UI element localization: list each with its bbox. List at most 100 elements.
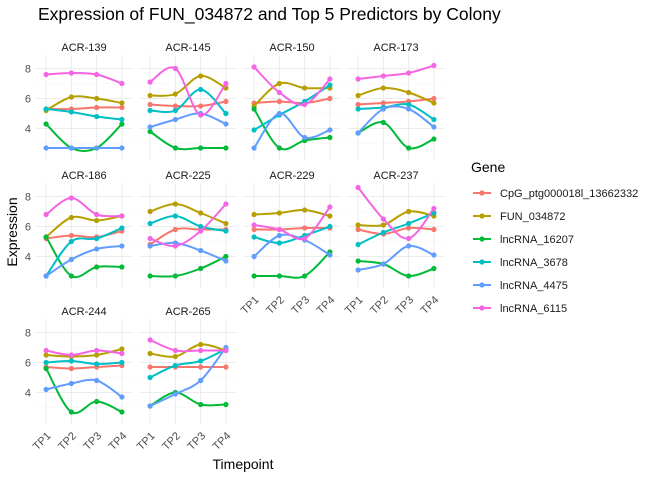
- data-point: [380, 100, 386, 106]
- data-point: [327, 76, 333, 82]
- series-line-cpg_ptg000018l_13662332: [46, 364, 122, 370]
- data-point: [406, 225, 412, 231]
- data-point: [302, 207, 308, 213]
- data-point: [198, 401, 204, 408]
- data-point: [119, 350, 125, 357]
- data-point: [276, 210, 282, 216]
- data-point: [406, 89, 412, 96]
- legend-label: lncRNA_6115: [500, 303, 567, 315]
- data-point: [327, 134, 333, 141]
- series-line-lncrna_6115: [357, 64, 435, 80]
- data-point: [327, 223, 333, 230]
- data-point: [43, 234, 49, 240]
- data-point: [431, 252, 437, 258]
- data-point: [302, 225, 308, 231]
- data-point: [380, 85, 386, 91]
- data-point: [198, 228, 204, 234]
- series-line-lncrna_6115: [46, 71, 123, 85]
- data-point: [355, 76, 361, 82]
- data-point: [223, 110, 229, 117]
- data-point: [43, 347, 49, 354]
- data-point: [198, 145, 204, 151]
- data-point: [147, 79, 153, 85]
- data-point: [147, 337, 153, 343]
- data-point: [119, 100, 125, 106]
- data-point: [327, 95, 333, 102]
- data-point: [68, 238, 74, 245]
- data-point: [172, 213, 178, 219]
- data-point: [251, 211, 257, 218]
- data-point: [251, 253, 257, 260]
- data-point: [94, 217, 100, 224]
- data-point: [43, 106, 49, 112]
- data-point: [276, 232, 282, 239]
- series-line-lncrna_4475: [357, 244, 435, 271]
- data-point: [94, 211, 100, 218]
- data-point: [172, 391, 178, 397]
- data-point: [94, 235, 100, 242]
- x-tick-label: TP1: [239, 294, 262, 317]
- data-point: [172, 65, 178, 72]
- data-point: [276, 80, 282, 87]
- series-line-fun_034872: [150, 74, 227, 97]
- legend-key-point: [479, 190, 485, 196]
- data-point: [68, 195, 74, 201]
- x-tick-label: TP2: [160, 430, 183, 453]
- y-tick-label: 6: [25, 94, 31, 106]
- data-point: [380, 216, 386, 222]
- data-point: [147, 364, 153, 370]
- data-point: [119, 213, 125, 219]
- data-point: [223, 220, 229, 227]
- data-point: [431, 136, 437, 142]
- x-tick-label: TP4: [419, 294, 442, 317]
- data-point: [431, 226, 437, 233]
- series-line-lncrna_3678: [45, 108, 123, 121]
- data-point: [223, 401, 229, 408]
- facet-panel-acr-186: ACR-186 4 6 8: [25, 170, 132, 288]
- series-line-lncrna_3678: [149, 348, 227, 379]
- data-point: [68, 358, 74, 364]
- data-point: [94, 398, 100, 405]
- data-point: [119, 145, 125, 151]
- data-point: [276, 98, 282, 105]
- data-point: [223, 98, 229, 105]
- series-line-cpg_ptg000018l_13662332: [149, 227, 226, 246]
- legend: Gene CpG_ptg000018l_13662332 FUN_034872ln…: [471, 159, 638, 315]
- data-point: [94, 347, 100, 354]
- data-point: [406, 235, 412, 242]
- series-line-lncrna_16207: [149, 130, 226, 151]
- data-point: [276, 226, 282, 233]
- data-point: [94, 246, 100, 252]
- legend-label: lncRNA_16207: [500, 234, 574, 246]
- data-point: [223, 201, 229, 207]
- series-line-lncrna_4475: [149, 112, 227, 128]
- data-point: [302, 85, 308, 91]
- data-point: [198, 358, 204, 364]
- data-point: [198, 364, 204, 370]
- x-tick-label: TP3: [289, 294, 312, 317]
- data-point: [68, 365, 74, 372]
- data-point: [68, 214, 74, 221]
- data-point: [43, 273, 49, 279]
- data-point: [119, 409, 125, 415]
- series-line-lncrna_4475: [149, 241, 227, 262]
- data-point: [94, 71, 100, 78]
- data-point: [68, 380, 74, 387]
- data-point: [380, 222, 386, 228]
- x-tick-label: TP2: [56, 430, 79, 453]
- legend-label: CpG_ptg000018l_13662332: [500, 188, 638, 200]
- data-point: [147, 243, 153, 249]
- data-point: [43, 211, 49, 218]
- data-point: [68, 232, 74, 239]
- data-point: [94, 352, 100, 358]
- data-point: [119, 121, 125, 127]
- data-point: [327, 213, 333, 219]
- data-point: [119, 346, 125, 352]
- data-point: [355, 92, 361, 99]
- facet-panels: ACR-139 4 6 8 ACR-145 ACR-150 ACR-173 ACR-186 4 6…: [25, 42, 444, 453]
- facet-strip-label: ACR-186: [61, 170, 106, 182]
- data-point: [147, 92, 153, 99]
- data-point: [94, 113, 100, 120]
- series-line-fun_034872: [358, 210, 435, 227]
